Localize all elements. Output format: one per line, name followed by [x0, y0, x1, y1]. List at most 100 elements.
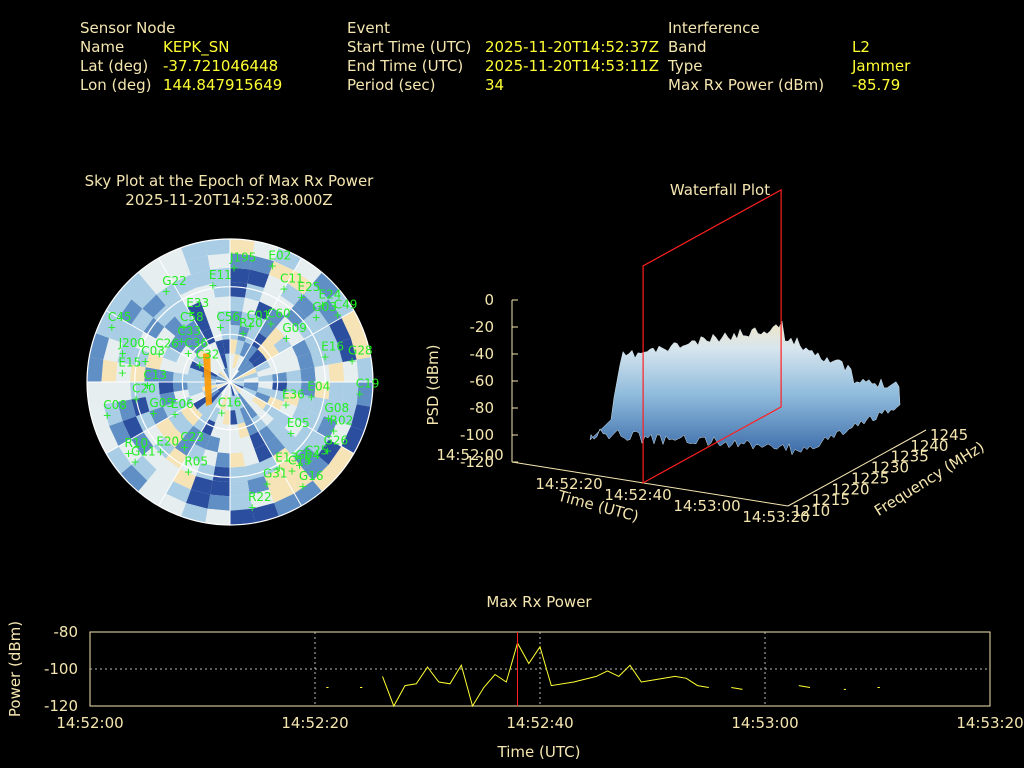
sky-cell: [173, 389, 190, 402]
sky-cell: [310, 347, 329, 368]
satellite-marker: +: [268, 260, 277, 273]
band-value: L2: [852, 38, 870, 56]
sky-cell: [186, 338, 203, 355]
satellite-marker: +: [321, 351, 330, 364]
sky-cell: [153, 437, 175, 459]
satellite-marker: +: [149, 407, 158, 420]
sky-cell: [106, 290, 132, 318]
sky-cell: [237, 357, 249, 372]
sky-cell: [215, 408, 226, 425]
satellite-label: G28: [348, 343, 373, 357]
psd-tick-label: -120: [460, 453, 494, 471]
sky-cell: [280, 458, 304, 482]
type-label: Type: [668, 57, 703, 75]
name-label: Name: [80, 38, 125, 56]
sky-cell: [143, 317, 165, 340]
sky-cell: [156, 458, 180, 482]
time-tick-label: 14:52:00: [436, 446, 503, 464]
satellite-label: R02: [330, 413, 354, 427]
satellite-marker: +: [229, 262, 238, 275]
satellite-label: C26: [155, 336, 179, 350]
sky-cell: [162, 401, 181, 418]
sky-cell: [212, 281, 230, 298]
max-power-grid: 14:52:00 14:52:20 14:52:40 14:53:00 14:53:20…: [44, 623, 1024, 732]
sky-cell: [244, 344, 258, 361]
satellite-label: E11: [209, 268, 232, 282]
sky-cell: [215, 355, 226, 370]
satellite-marker: +: [312, 311, 321, 324]
satellite-label: E16: [321, 340, 344, 354]
sky-cell: [181, 502, 208, 523]
sky-cell: [297, 394, 315, 412]
sky-cell: [272, 382, 288, 392]
sky-cell: [210, 325, 223, 342]
sky-cell: [215, 452, 230, 468]
satellite-marker: +: [239, 327, 248, 340]
sky-cell: [87, 382, 104, 407]
psd-tick-label: -60: [470, 372, 495, 390]
sky-cell: [175, 418, 194, 437]
sky-cell: [189, 391, 206, 404]
sky-cell: [186, 409, 203, 426]
sky-cell: [142, 446, 166, 470]
frequency-tick-label: 1210: [792, 502, 830, 520]
sky-cell: [230, 310, 243, 326]
satellite-label: E25: [297, 280, 320, 294]
satellite-marker: +: [275, 461, 284, 474]
satellite-marker: +: [180, 441, 189, 454]
max-power-title: Max Rx Power: [486, 593, 592, 611]
satellite-marker: +: [318, 298, 327, 311]
max-power-x-tick: 14:53:20: [956, 714, 1023, 732]
sky-cell: [185, 489, 211, 509]
sky-cell: [193, 332, 209, 350]
sky-cell: [227, 367, 230, 382]
sky-cell: [153, 305, 175, 327]
sky-cell: [234, 394, 245, 409]
sky-cell: [286, 369, 302, 382]
sky-cell: [225, 382, 230, 397]
sky-cell: [95, 310, 119, 338]
sky-cell: [230, 371, 241, 382]
sky-cell: [172, 382, 188, 392]
lon-label: Lon (deg): [80, 76, 152, 94]
band-label: Band: [668, 38, 707, 56]
satellite-label: E33: [186, 296, 209, 310]
satellite-marker: +: [208, 279, 217, 292]
sky-cell: [249, 489, 275, 509]
sky-cell: [328, 362, 345, 382]
satellite-marker: +: [281, 399, 290, 412]
sky-cell: [187, 382, 202, 390]
sky-cell: [208, 341, 221, 358]
satellite-label: R20: [239, 316, 263, 330]
sky-cell: [350, 404, 371, 431]
sky-cell: [254, 391, 271, 404]
sky-cell: [242, 449, 260, 467]
sky-cell: [285, 305, 307, 327]
sky-cell: [230, 367, 233, 382]
sky-cell: [244, 419, 259, 436]
sky-cell: [217, 310, 230, 326]
satellite-marker: +: [355, 387, 364, 400]
sky-cell: [230, 424, 240, 440]
sky-cell: [274, 493, 302, 517]
sky-cell: [239, 406, 252, 423]
satellite-marker: +: [287, 465, 296, 478]
sky-cell: [232, 353, 240, 369]
sky-cell: [118, 439, 143, 465]
sky-cell: [251, 396, 268, 410]
sky-cell: [168, 410, 187, 428]
satellite-label: C20: [132, 382, 156, 396]
sky-cell: [247, 269, 270, 288]
sky-cell: [159, 357, 177, 373]
jammer-sector: [203, 352, 212, 406]
sky-cell: [234, 408, 245, 425]
sky-cell: [172, 468, 196, 490]
sky-cell: [109, 317, 131, 343]
sky-cell: [342, 382, 359, 405]
azimuth-spoke: [229, 257, 302, 383]
sky-cell: [165, 261, 191, 283]
satellite-marker: +: [324, 412, 333, 425]
event-heading: Event: [347, 19, 390, 37]
sky-cell: [294, 258, 322, 284]
sky-cell: [225, 396, 230, 411]
